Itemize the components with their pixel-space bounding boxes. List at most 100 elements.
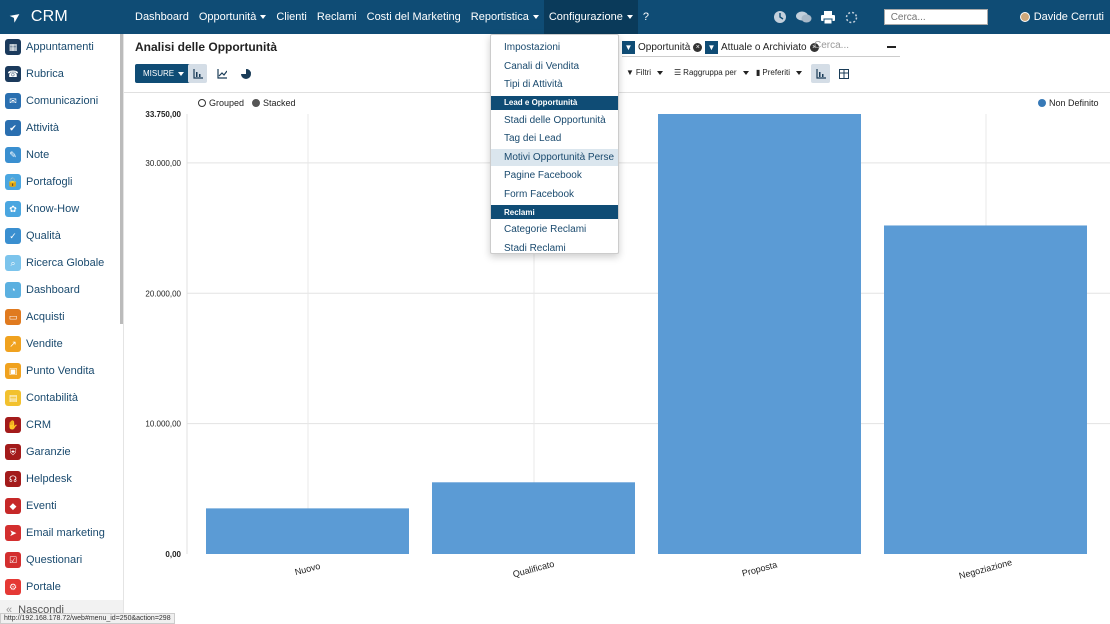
user-name: Davide Cerruti	[1033, 11, 1104, 23]
menu-label: ?	[642, 11, 649, 23]
menu-reclami[interactable]: Reclami	[312, 0, 362, 34]
facet-label: Attuale o Archiviato	[721, 41, 807, 53]
grouped-option[interactable]: Grouped	[198, 98, 244, 108]
caret-down-icon	[657, 70, 664, 75]
menu-opportunit[interactable]: Opportunità	[194, 0, 271, 34]
print-icon[interactable]	[816, 0, 840, 34]
y-tick-label: 10.000,00	[145, 420, 181, 429]
card-icon: ▭	[5, 309, 21, 325]
dashboard-icon: ◔	[5, 282, 21, 298]
sidebar-item-acquisti[interactable]: ▭ Acquisti	[5, 307, 65, 327]
menu-costi-del-marketing[interactable]: Costi del Marketing	[362, 0, 466, 34]
search-input[interactable]: Cerca...	[814, 40, 850, 51]
shield-icon: ⛨	[5, 444, 21, 460]
bar-chart-button[interactable]	[188, 64, 207, 83]
facet-label: Opportunità	[638, 41, 691, 53]
measures-button[interactable]: MISURE	[135, 64, 193, 83]
sidebar-item-label: Email marketing	[26, 527, 105, 539]
app-sidebar: « Nascondi ▦ Appuntamenti ☎ Rubrica ✉ Comunic…	[0, 34, 124, 624]
sidebar-item-label: Helpdesk	[26, 473, 72, 485]
global-search-input[interactable]	[883, 9, 988, 25]
sidebar-item-portale[interactable]: ⚙ Portale	[5, 577, 61, 597]
sidebar-item-label: CRM	[26, 419, 52, 431]
sidebar-item-qualit[interactable]: ✓ Qualità	[5, 226, 61, 246]
sidebar-item-label: Eventi	[26, 500, 57, 512]
line-chart-button[interactable]	[212, 64, 231, 83]
menu-label: Costi del Marketing	[366, 11, 461, 23]
sidebar-item-comunicazioni[interactable]: ✉ Comunicazioni	[5, 91, 98, 111]
menu-clienti[interactable]: Clienti	[271, 0, 312, 34]
pie-chart-button[interactable]	[236, 64, 255, 83]
sidebar-item-contabilit[interactable]: ▤ Contabilità	[5, 388, 78, 408]
stacked-option[interactable]: Stacked	[252, 98, 296, 108]
collapse-search-icon[interactable]	[887, 46, 896, 48]
note-icon: ✎	[5, 147, 21, 163]
menu-dashboard[interactable]: Dashboard	[130, 0, 194, 34]
sidebar-item-garanzie[interactable]: ⛨ Garanzie	[5, 442, 71, 462]
graph-view-button[interactable]	[811, 64, 830, 83]
top-navbar: ➤ CRM Dashboard Opportunità Clienti Reclami…	[0, 0, 1110, 34]
sidebar-item-helpdesk[interactable]: ☊ Helpdesk	[5, 469, 72, 489]
sidebar-item-label: Vendite	[26, 338, 63, 350]
sidebar-item-label: Attività	[26, 122, 60, 134]
sidebar-item-know-how[interactable]: ✿ Know-How	[5, 199, 79, 219]
menu-item-tipi-di-attivit[interactable]: Tipi di Attività	[504, 79, 563, 90]
pivot-view-button[interactable]	[834, 64, 853, 83]
document-icon: ▤	[5, 390, 21, 406]
bar-chart-icon	[192, 68, 203, 79]
configurazione-dropdown-menu: Impostazioni Canali di Vendita Tipi di Att…	[490, 34, 619, 254]
menu-item-pagine-facebook[interactable]: Pagine Facebook	[504, 170, 582, 181]
radio-icon	[198, 99, 206, 107]
favorites-dropdown[interactable]: ▮ Preferiti	[756, 68, 802, 77]
menu-item-stadi-delle-opportunit[interactable]: Stadi delle Opportunità	[504, 114, 606, 126]
sidebar-item-label: Rubrica	[26, 68, 64, 80]
menu-item-canali-di-vendita[interactable]: Canali di Vendita	[504, 60, 580, 72]
chat-icon[interactable]	[792, 0, 816, 34]
sidebar-item-email-marketing[interactable]: ➤ Email marketing	[5, 523, 105, 543]
groupby-dropdown[interactable]: ☰ Raggruppa per	[674, 68, 749, 77]
sidebar-item-label: Qualità	[26, 230, 61, 242]
main-menu: Dashboard Opportunità Clienti Reclami Costi …	[130, 0, 654, 34]
filter-icon: ▼	[705, 40, 718, 54]
menu-configurazione[interactable]: Configurazione	[543, 0, 638, 34]
menu-item-form-facebook[interactable]: Form Facebook	[504, 188, 575, 200]
sidebar-item-eventi[interactable]: ◆ Eventi	[5, 496, 57, 516]
menu-item-categorie-reclami[interactable]: Categorie Reclami	[504, 224, 587, 235]
menu-item-stadi-reclami[interactable]: Stadi Reclami	[504, 242, 566, 254]
handshake-icon: ✋	[5, 417, 21, 433]
menu-item-motivi-opportunit-perse[interactable]: Motivi Opportunità Perse	[491, 148, 618, 166]
sidebar-item-label: Comunicazioni	[26, 95, 99, 107]
sidebar-item-attivit[interactable]: ✔ Attività	[5, 118, 59, 138]
menu-item-impostazioni[interactable]: Impostazioni	[504, 42, 561, 53]
user-menu[interactable]: Davide Cerruti	[1019, 11, 1104, 23]
sidebar-item-ricerca-globale[interactable]: ⌕ Ricerca Globale	[5, 253, 104, 273]
menu-help[interactable]: ?	[638, 0, 654, 34]
sidebar-item-label: Appuntamenti	[26, 41, 94, 53]
app-brand[interactable]: ➤ CRM	[0, 7, 128, 26]
chart-legend[interactable]: Non Definito	[1038, 98, 1099, 108]
contacts-icon: ☎	[5, 66, 21, 82]
menu-reportistica[interactable]: Reportistica	[466, 0, 544, 34]
sidebar-scrollbar[interactable]	[120, 34, 123, 324]
sidebar-item-punto-vendita[interactable]: ▣ Punto Vendita	[5, 361, 95, 381]
sidebar-item-questionari[interactable]: ☑ Questionari	[5, 550, 82, 570]
bar-chart-icon	[815, 68, 826, 79]
sidebar-item-label: Dashboard	[26, 284, 80, 296]
sidebar-item-vendite[interactable]: ↗ Vendite	[5, 334, 63, 354]
caret-down-icon	[532, 15, 539, 19]
sidebar-item-rubrica[interactable]: ☎ Rubrica	[5, 64, 64, 84]
sidebar-item-note[interactable]: ✎ Note	[5, 145, 49, 165]
x-tick-label: Proposta	[741, 560, 778, 579]
sidebar-item-portafogli[interactable]: 🔒 Portafogli	[5, 172, 72, 192]
caret-down-icon	[742, 70, 749, 75]
remove-facet-icon[interactable]: ×	[693, 42, 703, 52]
remove-facet-icon[interactable]: ×	[809, 42, 819, 52]
sidebar-item-dashboard[interactable]: ◔ Dashboard	[5, 280, 80, 300]
clock-icon[interactable]	[768, 0, 792, 34]
survey-icon: ☑	[5, 552, 21, 568]
menu-item-tag-dei-lead[interactable]: Tag dei Lead	[504, 133, 562, 144]
filters-dropdown[interactable]: ▼ Filtri	[626, 68, 664, 77]
caret-down-icon	[626, 15, 633, 19]
sidebar-item-crm[interactable]: ✋ CRM	[5, 415, 51, 435]
sidebar-item-appuntamenti[interactable]: ▦ Appuntamenti	[5, 37, 94, 57]
